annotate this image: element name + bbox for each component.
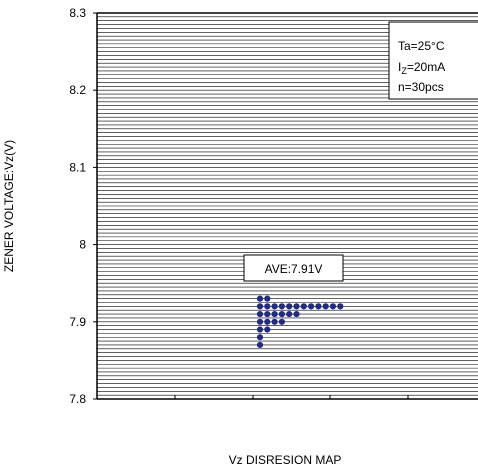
data-point [264, 295, 271, 302]
x-tick-marks [174, 395, 409, 399]
y-tick-label: 8.1 [69, 160, 86, 174]
data-point [271, 310, 278, 318]
data-point [293, 310, 300, 318]
data-point [278, 318, 285, 325]
data-points [256, 295, 344, 349]
y-tick-label: 7.9 [69, 315, 86, 329]
data-point [337, 303, 344, 310]
data-point [264, 310, 271, 318]
data-point [264, 326, 271, 333]
data-point [271, 303, 278, 310]
data-point [256, 295, 264, 302]
average-box: AVE:7.91V [243, 254, 344, 282]
data-point [256, 303, 264, 310]
grid-lines [97, 16, 478, 396]
data-point [256, 318, 264, 325]
x-axis-label: Vz DISRESION MAP [229, 453, 342, 467]
data-point [329, 303, 337, 310]
average-label: AVE:7.91V [265, 262, 323, 276]
y-tick-label: 8.2 [69, 83, 86, 97]
condition-iz-prefix: I [398, 60, 401, 74]
y-axis-label: ZENER VOLTAGE:Vz(V) [2, 140, 16, 272]
data-point [256, 310, 264, 318]
data-point [256, 334, 264, 341]
conditions-box: Ta=25°C IZ=20mA n=30pcs [388, 21, 478, 100]
condition-iz: IZ=20mA [398, 60, 445, 76]
plot-frame [96, 12, 478, 400]
data-point [286, 310, 293, 318]
condition-iz-subscript: Z [401, 66, 407, 76]
data-point [293, 303, 300, 310]
data-point [256, 341, 264, 349]
data-point [300, 303, 307, 310]
data-point [322, 303, 329, 310]
y-tick-labels: 7.8 7.9 8 8.1 8.2 8.3 [69, 6, 97, 406]
data-point [256, 326, 264, 333]
data-point [278, 310, 285, 318]
condition-n: n=30pcs [398, 80, 444, 94]
y-tick-label: 8 [79, 238, 86, 252]
data-point [308, 303, 315, 310]
data-point [278, 303, 285, 310]
data-point [315, 303, 322, 310]
y-tick-label: 7.8 [69, 392, 86, 406]
condition-ta: Ta=25°C [398, 39, 445, 53]
condition-iz-value: =20mA [407, 60, 445, 74]
data-point [271, 318, 278, 325]
data-point [286, 303, 293, 310]
data-point [264, 318, 271, 325]
y-tick-label: 8.3 [69, 6, 86, 20]
data-point [264, 303, 271, 310]
